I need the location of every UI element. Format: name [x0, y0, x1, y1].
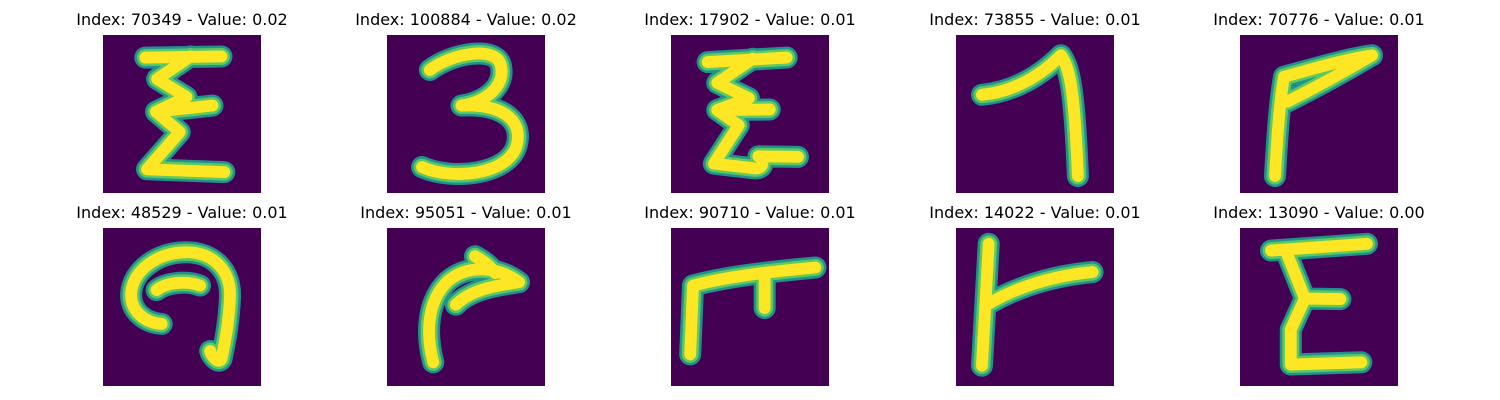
epsilon-glyph — [103, 35, 261, 193]
digit-seven-glyph — [956, 35, 1114, 193]
arrow-glyph — [387, 228, 545, 386]
panel: Index: 48529 - Value: 0.01 — [40, 203, 324, 383]
panel-title: Index: 48529 - Value: 0.01 — [40, 203, 324, 223]
panel-title: Index: 95051 - Value: 0.01 — [324, 203, 608, 223]
panel: Index: 70776 - Value: 0.01 — [1177, 10, 1461, 190]
tee-glyph — [671, 228, 829, 386]
panel: Index: 100884 - Value: 0.02 — [324, 10, 608, 190]
hook-glyph — [103, 228, 261, 386]
panel: Index: 73855 - Value: 0.01 — [893, 10, 1177, 190]
panel-title: Index: 17902 - Value: 0.01 — [608, 10, 892, 30]
panel: Index: 17902 - Value: 0.01 — [608, 10, 892, 190]
panel-title: Index: 14022 - Value: 0.01 — [893, 203, 1177, 223]
tee-glyph — [956, 228, 1114, 386]
panel-title: Index: 73855 - Value: 0.01 — [893, 10, 1177, 30]
panel: Index: 14022 - Value: 0.01 — [893, 203, 1177, 383]
panel: Index: 95051 - Value: 0.01 — [324, 203, 608, 383]
panel-title: Index: 90710 - Value: 0.01 — [608, 203, 892, 223]
panel-title: Index: 13090 - Value: 0.00 — [1177, 203, 1461, 223]
epsilon-glyph — [671, 35, 829, 193]
panel: Index: 13090 - Value: 0.00 — [1177, 203, 1461, 383]
panel: Index: 70349 - Value: 0.02 — [40, 10, 324, 190]
digit-three-glyph — [387, 35, 545, 193]
digit-seven-glyph — [1240, 35, 1398, 193]
panel-title: Index: 70776 - Value: 0.01 — [1177, 10, 1461, 30]
panel: Index: 90710 - Value: 0.01 — [608, 203, 892, 383]
letter-e-glyph — [1240, 228, 1398, 386]
panel-title: Index: 70349 - Value: 0.02 — [40, 10, 324, 30]
panel-title: Index: 100884 - Value: 0.02 — [324, 10, 608, 30]
